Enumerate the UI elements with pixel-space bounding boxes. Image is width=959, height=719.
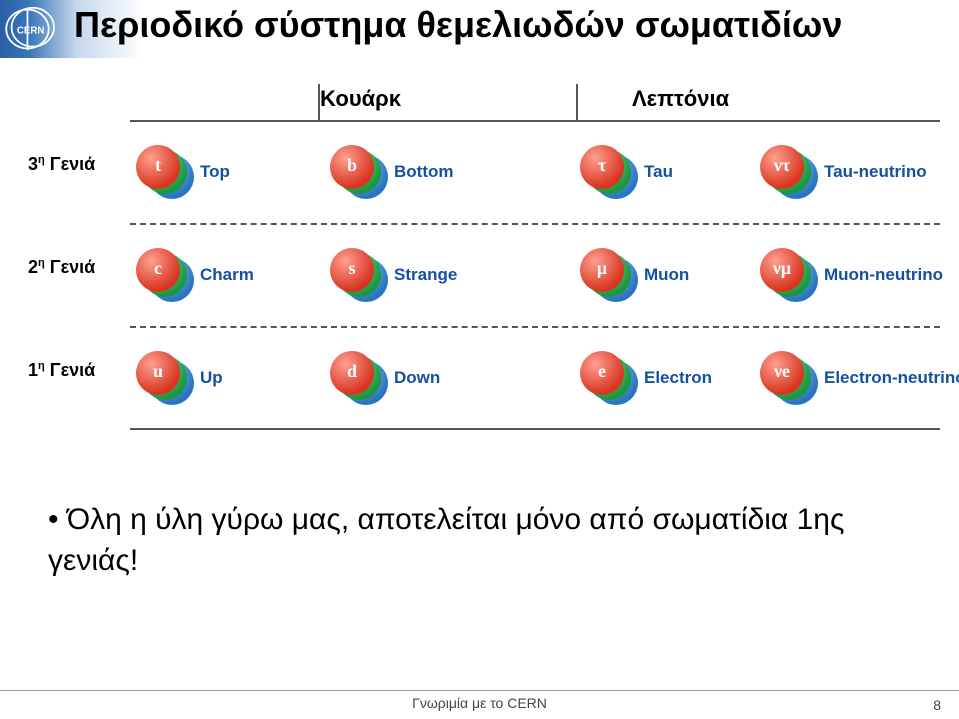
particle-symbol: u [136, 361, 180, 382]
particle-icon: τ [580, 145, 634, 199]
generation-row-2: 2η Γενιά c Charm s Strange [20, 223, 940, 326]
particle-name: Top [200, 162, 230, 182]
particle-name: Down [394, 368, 440, 388]
particle-cell: μ Muon [580, 233, 750, 317]
particle-cell: νe Electron-neutrino [760, 336, 940, 420]
particle-symbol: e [580, 361, 624, 382]
generation-label: 3η Γενιά [28, 154, 95, 175]
particle-cell: t Top [136, 130, 326, 214]
column-header-leptons: Λεπτόνια [632, 86, 729, 112]
footer: Γνωριμία με το CERN [0, 690, 959, 711]
footer-text: Γνωριμία με το CERN [412, 695, 547, 711]
particle-icon: u [136, 351, 190, 405]
bullet-icon: • [48, 503, 67, 536]
particle-icon: t [136, 145, 190, 199]
slide-title: Περιοδικό σύστημα θεμελιωδών σωματιδίων [74, 4, 842, 46]
particle-name: Charm [200, 265, 254, 285]
particle-icon: d [330, 351, 384, 405]
bullet-content: Όλη η ύλη γύρω μας, αποτελείται μόνο από… [48, 503, 844, 577]
slide: CERN Περιοδικό σύστημα θεμελιωδών σωματι… [0, 0, 959, 719]
gen-suffix: η [38, 154, 45, 166]
particle-name: Up [200, 368, 223, 388]
particle-cell: c Charm [136, 233, 326, 317]
particle-name: Tau-neutrino [824, 162, 927, 182]
particle-name: Bottom [394, 162, 453, 182]
page-number: 8 [933, 697, 941, 713]
particle-icon: νμ [760, 248, 814, 302]
particle-icon: b [330, 145, 384, 199]
generation-label: 1η Γενιά [28, 360, 95, 381]
particle-name: Electron-neutrino [824, 368, 959, 388]
particle-symbol: c [136, 258, 180, 279]
generation-label: 2η Γενιά [28, 257, 95, 278]
cern-logo: CERN [4, 6, 58, 52]
particle-symbol: d [330, 361, 374, 382]
gen-suffix: η [38, 360, 45, 372]
col-separator [576, 84, 578, 120]
gen-suffix: η [38, 257, 45, 269]
particle-cell: s Strange [330, 233, 565, 317]
bullet-text: • Όλη η ύλη γύρω μας, αποτελείται μόνο α… [48, 500, 908, 581]
particle-cell: τ Tau [580, 130, 750, 214]
particle-name: Muon [644, 265, 689, 285]
gen-word: Γενιά [50, 154, 95, 174]
particle-icon: c [136, 248, 190, 302]
logo-text: CERN [17, 25, 45, 36]
particle-symbol: s [330, 258, 374, 279]
particle-symbol: b [330, 155, 374, 176]
col-separator [318, 84, 320, 120]
particle-cell: d Down [330, 336, 565, 420]
particle-symbol: t [136, 155, 180, 176]
particle-name: Strange [394, 265, 457, 285]
particle-symbol: ντ [760, 155, 804, 176]
particle-name: Muon-neutrino [824, 265, 943, 285]
particle-icon: s [330, 248, 384, 302]
gen-word: Γενιά [50, 257, 95, 277]
particle-name: Tau [644, 162, 673, 182]
particle-cell: νμ Muon-neutrino [760, 233, 940, 317]
particle-cell: ντ Tau-neutrino [760, 130, 940, 214]
particle-cell: b Bottom [330, 130, 565, 214]
header-strip: CERN Περιοδικό σύστημα θεμελιωδών σωματι… [0, 0, 959, 58]
particle-icon: μ [580, 248, 634, 302]
particle-icon: ντ [760, 145, 814, 199]
particle-table: 3η Γενιά t Top b Bottom τ [20, 120, 940, 445]
particle-symbol: νμ [760, 258, 804, 279]
particle-symbol: μ [580, 258, 624, 279]
particle-icon: e [580, 351, 634, 405]
particle-cell: u Up [136, 336, 326, 420]
gen-number: 2 [28, 257, 38, 277]
particle-symbol: νe [760, 361, 804, 382]
generation-row-1: 1η Γενιά u Up d Down e [20, 326, 940, 429]
particle-icon: νe [760, 351, 814, 405]
particle-name: Electron [644, 368, 712, 388]
column-header-quarks: Κουάρκ [320, 86, 401, 112]
particle-symbol: τ [580, 155, 624, 176]
particle-cell: e Electron [580, 336, 750, 420]
gen-number: 3 [28, 154, 38, 174]
generation-row-3: 3η Γενιά t Top b Bottom τ [20, 120, 940, 223]
gen-number: 1 [28, 360, 38, 380]
gen-word: Γενιά [50, 360, 95, 380]
